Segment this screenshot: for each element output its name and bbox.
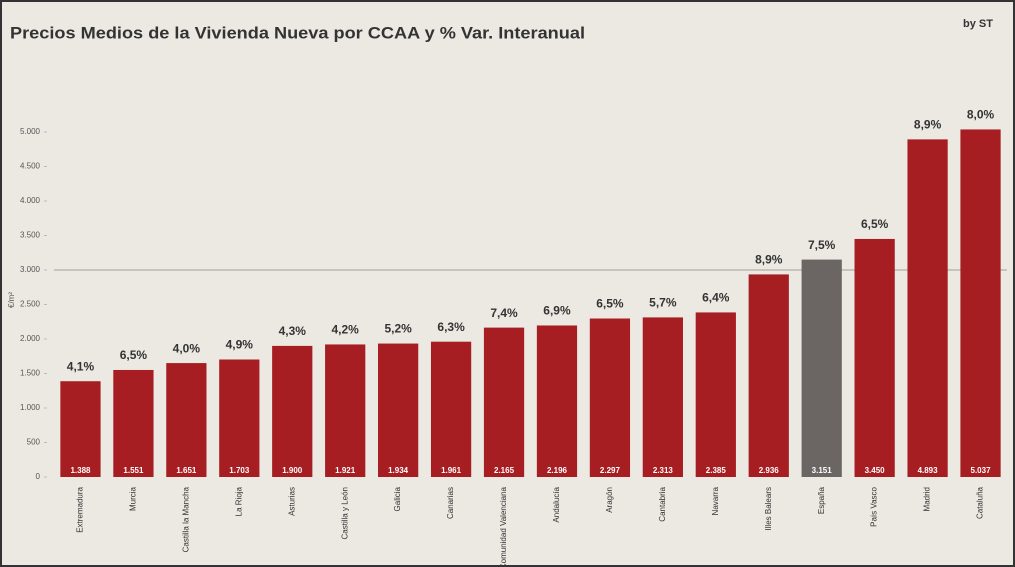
y-tick-label: 4.500 (20, 162, 41, 171)
variation-label: 8,9% (755, 253, 783, 267)
x-tick-label: Aragón (605, 487, 614, 513)
x-tick-label: Murcia (129, 486, 138, 511)
variation-label: 6,5% (596, 297, 624, 311)
value-label: 1.934 (388, 466, 409, 475)
bar (378, 343, 419, 477)
y-tick-label: 2.500 (20, 300, 41, 309)
x-tick-label: España (817, 486, 826, 514)
bar (589, 318, 631, 477)
chart-title: Precios Medios de la Vivienda Nueva por … (10, 23, 585, 42)
x-tick-label: País Vasco (870, 486, 879, 526)
y-tick-label: 5.000 (20, 127, 41, 136)
variation-label: 5,2% (384, 322, 412, 336)
x-tick-label: La Rioja (234, 486, 243, 516)
variation-label: 6,5% (861, 217, 889, 231)
source: by ST (963, 18, 993, 30)
variation-label: 4,9% (226, 338, 254, 352)
bar (854, 238, 895, 477)
bar (113, 369, 154, 477)
value-label: 1.651 (176, 466, 197, 475)
variation-label: 4,1% (67, 359, 95, 373)
x-tick-label: Madrid (923, 487, 932, 511)
variation-label: 4,0% (173, 341, 201, 355)
variation-label: 6,3% (437, 320, 465, 334)
variation-label: 6,5% (120, 348, 148, 362)
variation-label: 6,4% (702, 291, 730, 305)
bar (748, 274, 789, 477)
bar (483, 327, 525, 477)
value-label: 4.893 (918, 466, 939, 475)
variation-label: 5,7% (649, 296, 677, 310)
variation-label: 4,2% (332, 323, 360, 337)
bar (642, 317, 683, 477)
variation-label: 4,3% (279, 324, 307, 338)
value-label: 3.450 (865, 466, 886, 475)
bar (536, 325, 578, 477)
x-tick-label: Comunidad Valenciana (499, 486, 508, 567)
value-label: 1.388 (70, 466, 91, 475)
y-tick-label: 500 (27, 438, 41, 447)
x-tick-label: Castilla la Mancha (181, 486, 190, 552)
x-tick-label: Cataluña (976, 486, 985, 519)
value-label: 1.961 (441, 466, 462, 475)
bar (325, 344, 366, 477)
value-label: 2.936 (759, 466, 780, 475)
x-tick-label: Andalucía (552, 486, 561, 522)
value-label: 2.385 (706, 466, 727, 475)
x-tick-label: Illes Balears (764, 487, 773, 531)
bar (166, 363, 207, 477)
value-label: 1.703 (229, 466, 250, 475)
bar (695, 312, 736, 477)
x-tick-label: Galicia (393, 486, 402, 511)
value-label: 3.151 (812, 466, 833, 475)
value-label: 2.165 (494, 466, 515, 475)
bar (60, 381, 101, 477)
bar (907, 139, 948, 477)
y-tick-label: 3.000 (20, 265, 41, 274)
y-tick-label: 4.000 (20, 196, 41, 205)
variation-label: 8,9% (914, 118, 942, 132)
bar (272, 345, 313, 477)
y-tick-label: 1.000 (20, 403, 41, 412)
variation-label: 8,0% (967, 108, 995, 122)
bar (430, 341, 472, 477)
x-tick-label: Asturias (287, 487, 296, 516)
bar (960, 129, 1001, 477)
y-tick-label: 2.000 (20, 334, 41, 343)
x-tick-label: Cantabria (658, 486, 667, 521)
x-tick-label: Canarias (446, 487, 455, 519)
value-label: 1.900 (282, 466, 303, 475)
value-label: 1.551 (123, 466, 144, 475)
y-tick-label: 0 (36, 472, 41, 481)
value-label: 2.196 (547, 466, 568, 475)
bar (801, 259, 842, 477)
bar (219, 359, 260, 477)
value-label: 2.297 (600, 466, 621, 475)
variation-label: 7,4% (490, 306, 518, 320)
variation-label: 6,9% (543, 304, 571, 318)
y-tick-label: 1.500 (20, 369, 41, 378)
x-tick-label: Navarra (711, 486, 720, 515)
x-tick-label: Extremadura (76, 486, 85, 532)
value-label: 5.037 (971, 466, 992, 475)
y-tick-label: 3.500 (20, 231, 41, 240)
value-label: 2.313 (653, 466, 674, 475)
value-label: 1.921 (335, 466, 356, 475)
variation-label: 7,5% (808, 238, 836, 252)
y-axis-label: €/m² (7, 292, 16, 308)
x-tick-label: Castilla y León (340, 487, 349, 539)
